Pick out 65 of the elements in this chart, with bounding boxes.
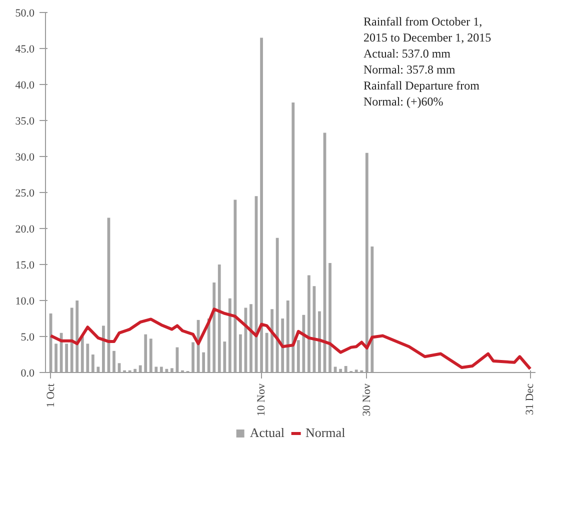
bar [302,314,306,372]
y-tick-label: 40.0 [15,80,35,92]
y-tick-label: 25.0 [15,188,35,200]
y-tick-label: 45.0 [15,44,35,56]
bar [250,304,252,372]
bar [234,200,237,372]
y-tick-label: 20.0 [15,224,35,236]
legend-label: Actual [250,425,284,441]
annotation: Normal: 357.8 mm [364,62,456,76]
annotation: Rainfall from October 1, [364,14,482,28]
bar [91,354,94,372]
annotation: Actual: 537.0 mm [364,46,452,60]
y-tick-label: 5.0 [20,332,35,344]
bar [328,263,332,372]
x-tick-label: 10 Nov [256,383,268,416]
bar [212,282,216,372]
bar [149,338,152,372]
bar [281,318,284,372]
bar [76,300,79,372]
bar [365,152,368,372]
line-series [49,308,532,370]
y-tick-label: 10.0 [15,296,35,308]
bar [223,342,226,372]
bar [286,300,290,372]
y-tick-label: 50.0 [15,8,35,20]
y-tick-label: 15.0 [15,260,35,272]
bar [318,311,321,372]
bar [138,365,142,372]
annotation: 2015 to December 1, 2015 [364,30,492,44]
bar [292,102,295,372]
bar [228,298,232,372]
y-tick-label: 30.0 [15,152,35,164]
y-tick-label: 0.0 [20,368,35,380]
bar [102,326,105,372]
bar [270,309,274,372]
legend-label: Normal [305,425,346,441]
x-tick-label: 30 Nov [360,383,373,416]
x-tick-label: 31 Dec [524,383,536,415]
bar [96,366,100,372]
bar [144,334,148,372]
bar [370,246,374,372]
bar [60,332,63,372]
y-tick-label: 35.0 [15,116,35,128]
bar [238,334,242,372]
x-tick-label: 1 Oct [44,383,57,408]
bar [354,370,358,372]
annotation: Normal: (+)60% [364,94,444,108]
bar [276,238,279,372]
bar [307,275,310,372]
bar [344,366,348,372]
bar [70,308,74,372]
bar [54,344,58,372]
bar [65,344,68,372]
bar [192,342,194,372]
annotation: Rainfall Departure from [364,78,480,92]
bar [86,344,90,372]
bar [202,352,206,372]
bar [112,350,116,372]
bar [218,264,221,372]
bar [80,336,84,372]
bar [154,366,158,372]
bar [296,340,300,372]
bar [170,368,174,372]
bar [160,366,163,372]
bar [260,38,263,372]
